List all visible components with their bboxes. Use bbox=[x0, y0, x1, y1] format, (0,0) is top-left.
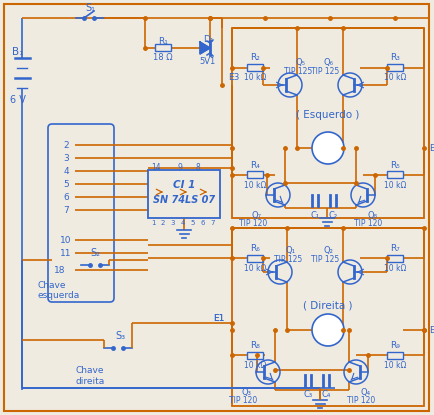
Text: R₅: R₅ bbox=[390, 161, 400, 169]
Text: D₁: D₁ bbox=[203, 36, 213, 44]
Text: R₄: R₄ bbox=[250, 161, 260, 169]
Text: R₆: R₆ bbox=[250, 244, 260, 252]
Bar bbox=[232, 228, 424, 406]
Text: Chave: Chave bbox=[38, 281, 66, 290]
Text: ( Esquerdo ): ( Esquerdo ) bbox=[296, 110, 360, 120]
Text: 9: 9 bbox=[178, 163, 182, 171]
Text: TIP 120: TIP 120 bbox=[354, 219, 382, 227]
Text: 18 Ω: 18 Ω bbox=[153, 53, 173, 61]
Text: 10 kΩ: 10 kΩ bbox=[384, 73, 406, 83]
Text: 3: 3 bbox=[63, 154, 69, 163]
Circle shape bbox=[312, 314, 344, 346]
Text: TIP 125: TIP 125 bbox=[311, 254, 339, 264]
Bar bbox=[155, 44, 171, 51]
Bar bbox=[247, 171, 263, 178]
Text: S₃: S₃ bbox=[115, 331, 125, 341]
Text: C₁: C₁ bbox=[310, 210, 319, 220]
Text: 4: 4 bbox=[181, 220, 185, 226]
Text: 2: 2 bbox=[161, 220, 165, 226]
Text: R₃: R₃ bbox=[390, 54, 400, 63]
Text: B₁: B₁ bbox=[12, 47, 23, 57]
Text: 11: 11 bbox=[60, 249, 72, 257]
Bar bbox=[247, 64, 263, 71]
Text: 10 kΩ: 10 kΩ bbox=[244, 361, 266, 369]
Text: TIP 120: TIP 120 bbox=[347, 395, 375, 405]
Text: 10 kΩ: 10 kΩ bbox=[384, 181, 406, 190]
Text: Q₄: Q₄ bbox=[361, 388, 371, 396]
Text: esquerda: esquerda bbox=[38, 290, 80, 300]
Text: 8: 8 bbox=[196, 163, 201, 171]
Text: 10 kΩ: 10 kΩ bbox=[384, 264, 406, 273]
Bar bbox=[247, 254, 263, 261]
Text: 6: 6 bbox=[63, 193, 69, 202]
Text: 10 kΩ: 10 kΩ bbox=[384, 361, 406, 369]
Text: Q₆: Q₆ bbox=[323, 59, 333, 68]
Text: 18: 18 bbox=[54, 266, 66, 274]
Bar bbox=[148, 170, 220, 218]
Bar bbox=[247, 352, 263, 359]
Text: E1: E1 bbox=[213, 313, 224, 322]
Text: 10 kΩ: 10 kΩ bbox=[244, 181, 266, 190]
Text: C₄: C₄ bbox=[321, 390, 331, 398]
Text: 10 kΩ: 10 kΩ bbox=[244, 73, 266, 83]
Text: TIP 125: TIP 125 bbox=[284, 68, 312, 76]
Text: S₂: S₂ bbox=[90, 248, 100, 258]
Text: 5V1: 5V1 bbox=[200, 58, 216, 66]
Text: R₈: R₈ bbox=[250, 340, 260, 349]
Text: 4: 4 bbox=[63, 166, 69, 176]
Text: 5: 5 bbox=[191, 220, 195, 226]
Text: M1: M1 bbox=[319, 325, 337, 335]
Text: 10: 10 bbox=[60, 235, 72, 244]
Text: E1: E1 bbox=[213, 313, 224, 322]
Text: 5: 5 bbox=[63, 180, 69, 188]
Text: CI 1: CI 1 bbox=[173, 180, 195, 190]
Text: 14: 14 bbox=[151, 163, 161, 171]
Text: E4: E4 bbox=[429, 144, 434, 152]
Text: R₇: R₇ bbox=[390, 244, 400, 252]
Bar bbox=[387, 171, 403, 178]
Text: E2: E2 bbox=[429, 325, 434, 334]
Text: 7: 7 bbox=[63, 205, 69, 215]
Text: Q₁: Q₁ bbox=[285, 246, 295, 254]
Text: TIP 120: TIP 120 bbox=[239, 219, 267, 227]
Bar bbox=[232, 28, 424, 218]
Text: Q₅: Q₅ bbox=[295, 59, 305, 68]
Circle shape bbox=[312, 132, 344, 164]
Text: Chave: Chave bbox=[76, 366, 104, 374]
Text: R₉: R₉ bbox=[390, 340, 400, 349]
Text: R₂: R₂ bbox=[250, 54, 260, 63]
Bar bbox=[387, 254, 403, 261]
Text: M2: M2 bbox=[319, 143, 337, 153]
Text: Q₂: Q₂ bbox=[323, 246, 333, 254]
Text: 6: 6 bbox=[201, 220, 205, 226]
Text: TIP 125: TIP 125 bbox=[311, 68, 339, 76]
Text: C₂: C₂ bbox=[329, 210, 338, 220]
Text: TIP 120: TIP 120 bbox=[229, 395, 257, 405]
Text: 10 kΩ: 10 kΩ bbox=[244, 264, 266, 273]
Text: S₁: S₁ bbox=[85, 3, 95, 13]
Text: Q₈: Q₈ bbox=[368, 210, 378, 220]
Text: 2: 2 bbox=[63, 141, 69, 149]
Text: 3: 3 bbox=[171, 220, 175, 226]
Text: C₃: C₃ bbox=[303, 390, 312, 398]
Text: ( Direita ): ( Direita ) bbox=[303, 300, 353, 310]
Text: 1: 1 bbox=[151, 220, 155, 226]
Text: TIP 125: TIP 125 bbox=[274, 254, 302, 264]
Bar bbox=[387, 64, 403, 71]
Text: direita: direita bbox=[76, 376, 105, 386]
Text: R₁: R₁ bbox=[158, 37, 168, 46]
Bar bbox=[387, 352, 403, 359]
Text: SN 74LS 07: SN 74LS 07 bbox=[153, 195, 215, 205]
Text: E3: E3 bbox=[228, 73, 240, 83]
Text: 6 V: 6 V bbox=[10, 95, 26, 105]
Text: 7: 7 bbox=[211, 220, 215, 226]
Polygon shape bbox=[200, 42, 210, 54]
Text: Q₇: Q₇ bbox=[251, 210, 261, 220]
Text: Q₃: Q₃ bbox=[241, 388, 251, 396]
